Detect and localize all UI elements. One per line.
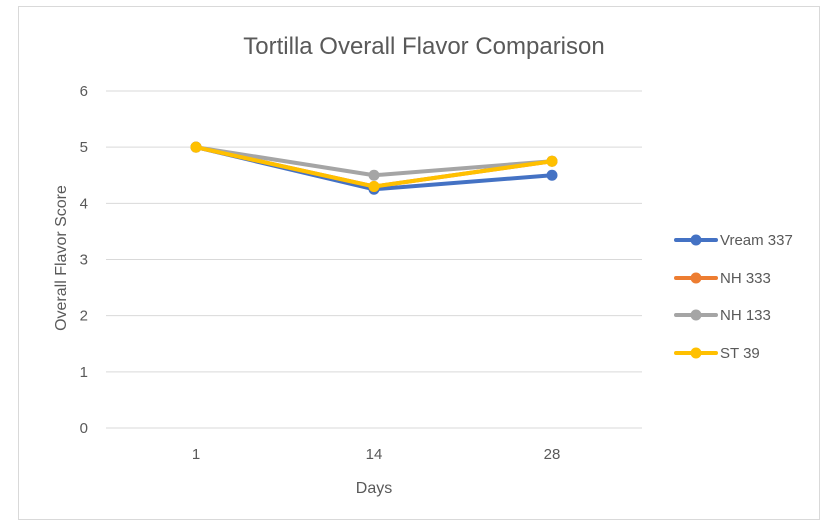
- data-point: [546, 155, 558, 167]
- x-axis-ticks: 1 14 28: [192, 446, 561, 463]
- legend-item: NH 133: [674, 307, 771, 324]
- y-axis-ticks: 0 1 2 3 4 5 6: [80, 83, 88, 437]
- series-lines: [190, 141, 558, 195]
- data-point: [368, 180, 380, 192]
- chart-title: Tortilla Overall Flavor Comparison: [243, 33, 604, 60]
- legend-label: NH 133: [720, 307, 771, 324]
- legend-label: Vream 337: [720, 232, 793, 249]
- x-axis-title: Days: [356, 480, 392, 497]
- legend-swatch-marker: [690, 309, 702, 321]
- series-st-39: [190, 141, 558, 192]
- y-axis-title: Overall Flavor Score: [53, 185, 70, 331]
- legend-swatch-marker: [690, 234, 702, 246]
- y-tick-label: 6: [80, 83, 88, 100]
- y-tick-label: 2: [80, 308, 88, 325]
- legend-item: Vream 337: [674, 232, 793, 249]
- legend-label: ST 39: [720, 345, 760, 362]
- y-tick-label: 5: [80, 139, 88, 156]
- data-point: [368, 169, 380, 181]
- x-tick-label: 14: [366, 446, 383, 463]
- y-tick-label: 4: [80, 195, 88, 212]
- y-tick-label: 3: [80, 252, 88, 269]
- legend-item: NH 333: [674, 270, 771, 287]
- data-point: [190, 141, 202, 153]
- chart-frame: [18, 6, 820, 520]
- data-point: [546, 169, 558, 181]
- x-tick-label: 1: [192, 446, 200, 463]
- y-tick-label: 1: [80, 364, 88, 381]
- legend-swatch-marker: [690, 347, 702, 359]
- legend-item: ST 39: [674, 345, 760, 362]
- legend-swatch-marker: [690, 272, 702, 284]
- legend-label: NH 333: [720, 270, 771, 287]
- x-tick-label: 28: [544, 446, 561, 463]
- gridlines: [106, 90, 642, 429]
- y-tick-label: 0: [80, 420, 88, 437]
- legend: Vream 337 NH 333 NH 133 ST 39: [674, 232, 793, 362]
